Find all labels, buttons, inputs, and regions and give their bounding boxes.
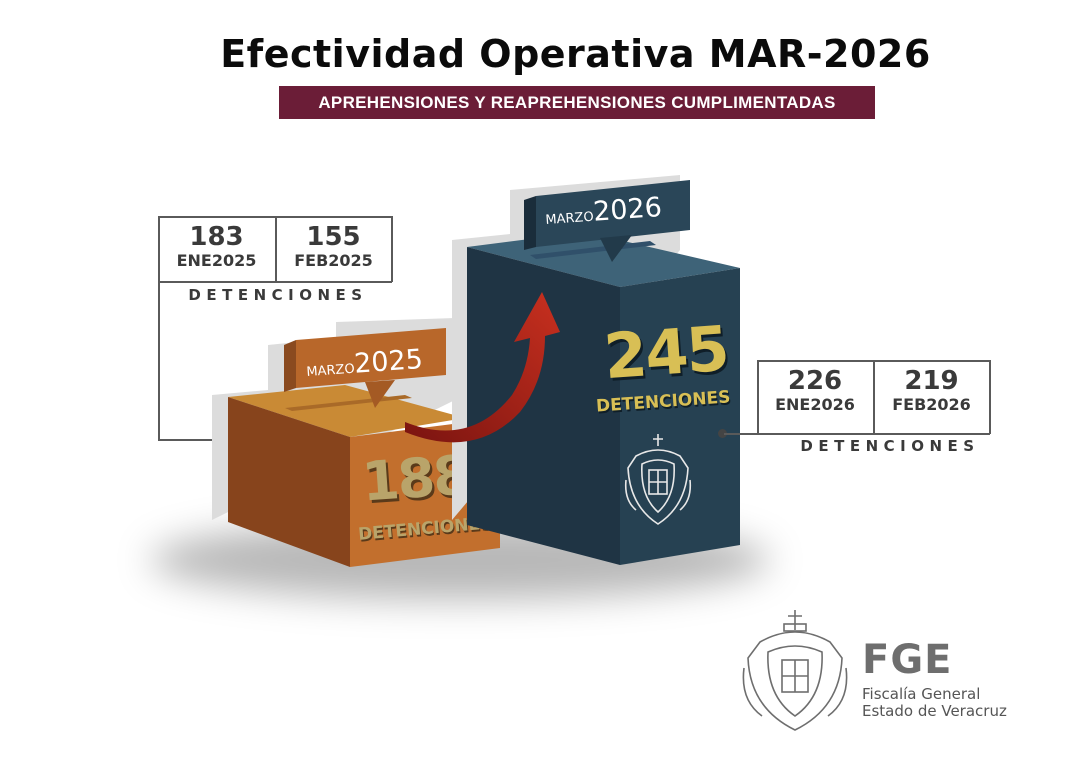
stat-feb2026: 219 FEB2026 <box>892 366 971 414</box>
stats-2025-label: DETENCIONES <box>188 286 368 304</box>
stat-ene2026: 226 ENE2026 <box>775 366 855 414</box>
fge-crest-icon <box>742 610 848 731</box>
fge-line2: Estado de Veracruz <box>862 702 1007 720</box>
fge-line1: Fiscalía General <box>862 685 981 703</box>
connector-dot <box>718 429 727 438</box>
stat-feb2025: 155 FEB2025 <box>294 222 373 270</box>
fge-logo: FGE Fiscalía General Estado de Veracruz <box>862 640 1007 720</box>
subtitle-banner: APREHENSIONES Y REAPREHENSIONES CUMPLIME… <box>279 86 875 119</box>
page-title: Efectividad Operativa MAR-2026 <box>220 32 931 76</box>
stats-2026-label: DETENCIONES <box>800 437 980 455</box>
fge-acronym: FGE <box>862 637 953 683</box>
stat-ene2025: 183 ENE2025 <box>176 222 257 270</box>
veracruz-crest-icon <box>624 434 692 525</box>
